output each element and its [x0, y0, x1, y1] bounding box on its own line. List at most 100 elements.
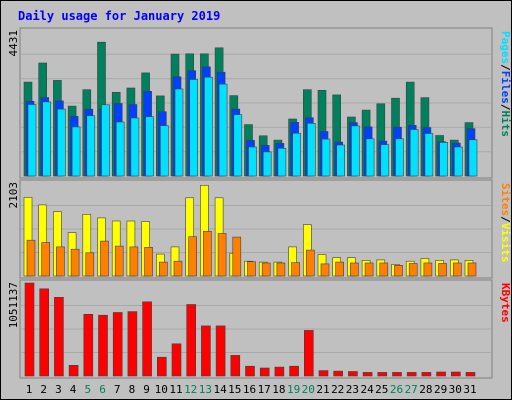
- bar-kbytes-day-12: 800000: [186, 304, 196, 377]
- bar-pages-day-24: 1130: [365, 138, 375, 177]
- right-label-pages: Pages: [499, 31, 512, 64]
- x-tick-label-day-22: 22: [331, 383, 344, 396]
- x-tick-label-day-4: 4: [70, 383, 77, 396]
- bar-kbytes-day-18: 100000: [274, 366, 285, 377]
- right-label-sites-visits: Sites/Visits: [499, 183, 512, 263]
- bar-sites-day-21: 270: [320, 263, 330, 277]
- bar-sites-day-12: 880: [188, 236, 197, 277]
- bar-kbytes-day-2: 975000: [39, 288, 50, 377]
- bar-kbytes-day-9: 830000: [142, 301, 152, 377]
- right-label-files: Files: [499, 71, 512, 104]
- x-tick-label-day-29: 29: [434, 383, 447, 396]
- bar-pages-day-28: 1290: [424, 133, 434, 177]
- bar-sites-day-2: 750: [41, 242, 51, 277]
- x-tick-label-day-9: 9: [143, 383, 150, 396]
- bar-pages-day-10: 1530: [160, 125, 169, 177]
- bar-sites-day-5: 520: [85, 252, 95, 277]
- right-label-hits: Hits: [499, 111, 512, 138]
- x-tick-labels: 1 2 3 4 5 6 7 8 9 10 11 12 13 14 15 16 17 18 19 20 21 22 23 24 2…: [26, 383, 477, 396]
- bar-sites-day-13: 1000: [203, 231, 212, 277]
- bar-sites-day-19: 300: [291, 262, 300, 277]
- bar-pages-day-26: 1130: [395, 138, 404, 177]
- x-tick-label-day-25: 25: [375, 383, 388, 396]
- bar-pages-day-31: 1100: [468, 139, 478, 177]
- x-tick-label-day-1: 1: [26, 383, 33, 396]
- bar-kbytes-day-24: 40000: [362, 372, 373, 377]
- right-label-separator: /: [499, 216, 512, 223]
- bar-kbytes-day-30: 45000: [450, 371, 461, 377]
- x-tick-label-day-3: 3: [55, 383, 62, 396]
- bar-pages-day-18: 840: [277, 148, 287, 177]
- right-label-hits-files-pages: Pages/Files/Hits: [499, 31, 512, 137]
- right-label-visits: Visits: [499, 223, 512, 263]
- x-tick-label-day-13: 13: [199, 383, 212, 396]
- bar-kbytes-day-26: 40000: [392, 372, 402, 377]
- bar-pages-day-15: 1860: [233, 114, 243, 177]
- bar-sites-day-15: 870: [232, 236, 242, 277]
- bar-kbytes-day-29: 45000: [436, 371, 446, 377]
- x-tick-label-day-12: 12: [184, 383, 197, 396]
- bar-sites-day-10: 310: [159, 261, 168, 277]
- bar-pages-day-17: 730: [262, 151, 272, 177]
- bar-kbytes-day-20: 510000: [303, 330, 314, 377]
- bar-kbytes-day-16: 110000: [245, 365, 255, 377]
- x-tick-label-day-23: 23: [346, 383, 359, 396]
- bar-kbytes-day-22: 55000: [333, 370, 344, 377]
- bar-pages-day-7: 1640: [115, 121, 125, 177]
- bar-pages-day-5: 1830: [86, 115, 96, 177]
- bar-pages-day-21: 1120: [321, 138, 331, 177]
- right-label-separator: /: [499, 64, 512, 71]
- bar-sites-day-4: 600: [70, 248, 80, 277]
- bar-kbytes-day-8: 720000: [127, 311, 138, 377]
- y-max-label-hits: 4431: [7, 30, 20, 57]
- x-tick-label-day-7: 7: [114, 383, 121, 396]
- bar-sites-day-30: 290: [452, 262, 462, 277]
- bar-kbytes-day-19: 110000: [289, 365, 299, 377]
- bar-sites-day-26: 240: [394, 264, 403, 277]
- right-label-kbytes: KBytes: [499, 283, 512, 323]
- bar-sites-day-8: 650: [129, 246, 139, 277]
- panel-kbytes-frame: [19, 279, 493, 379]
- bar-pages-day-22: 940: [336, 144, 346, 177]
- bar-pages-day-1: 2170: [27, 104, 37, 177]
- bar-kbytes-day-13: 560000: [201, 325, 211, 377]
- bar-sites-day-16: 320: [247, 261, 256, 277]
- bar-kbytes-day-21: 60000: [318, 370, 329, 377]
- x-tick-label-day-2: 2: [40, 383, 47, 396]
- x-tick-label-day-15: 15: [228, 383, 241, 396]
- x-tick-label-day-8: 8: [129, 383, 136, 396]
- bar-sites-day-24: 290: [364, 262, 374, 277]
- bar-sites-day-20: 580: [305, 249, 315, 277]
- bar-pages-day-27: 1410: [409, 129, 419, 177]
- bar-sites-day-6: 780: [100, 240, 109, 277]
- x-tick-label-day-24: 24: [360, 383, 374, 396]
- bar-pages-day-9: 1800: [145, 116, 154, 177]
- bar-pages-day-20: 1600: [306, 123, 316, 177]
- bar-pages-day-2: 2250: [42, 101, 52, 177]
- x-tick-label-day-21: 21: [316, 383, 329, 396]
- x-tick-label-day-14: 14: [213, 383, 227, 396]
- chart-title: Daily usage for January 2019: [18, 9, 220, 23]
- x-tick-label-day-19: 19: [287, 383, 300, 396]
- right-label-kbytes: KBytes: [499, 283, 512, 323]
- x-tick-label-day-30: 30: [449, 383, 462, 396]
- bar-sites-day-22: 310: [335, 261, 345, 277]
- right-label-separator: /: [499, 104, 512, 111]
- bar-sites-day-14: 950: [217, 233, 227, 277]
- bar-pages-day-4: 1490: [71, 126, 81, 177]
- bar-kbytes-day-15: 230000: [230, 355, 241, 377]
- bar-kbytes-day-23: 50000: [348, 371, 358, 377]
- bar-sites-day-9: 640: [144, 247, 153, 277]
- bar-sites-day-29: 280: [438, 263, 447, 277]
- bar-pages-day-25: 950: [380, 144, 390, 177]
- bar-kbytes-day-17: 90000: [259, 367, 270, 377]
- x-tick-label-day-10: 10: [155, 383, 168, 396]
- bar-kbytes-day-6: 680000: [98, 314, 108, 377]
- bar-pages-day-11: 2640: [174, 88, 184, 177]
- bar-sites-day-7: 670: [114, 245, 124, 277]
- panel-hits-frame: [19, 27, 493, 179]
